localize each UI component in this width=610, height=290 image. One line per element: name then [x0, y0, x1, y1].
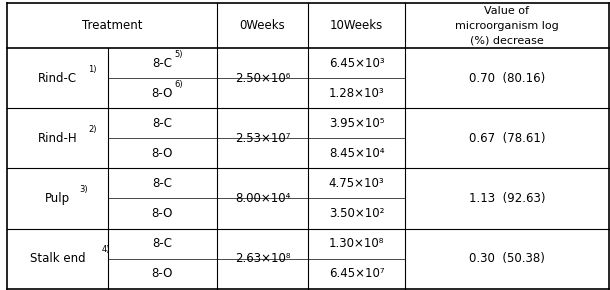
Text: Rind-H: Rind-H — [38, 132, 77, 145]
Text: 8-C: 8-C — [152, 177, 172, 190]
Text: 1): 1) — [88, 65, 96, 74]
Text: 2.50×10⁶: 2.50×10⁶ — [235, 72, 290, 85]
Text: 8-C: 8-C — [152, 237, 172, 250]
Text: 6.45×10³: 6.45×10³ — [329, 57, 384, 70]
Text: 8-O: 8-O — [152, 267, 173, 280]
Text: 8-O: 8-O — [152, 87, 173, 100]
Text: Stalk end: Stalk end — [30, 252, 85, 265]
Text: 3): 3) — [79, 185, 87, 194]
Text: 6): 6) — [174, 80, 183, 89]
Text: 6.45×10⁷: 6.45×10⁷ — [329, 267, 384, 280]
Text: 8-O: 8-O — [152, 207, 173, 220]
Text: 8.00×10⁴: 8.00×10⁴ — [235, 192, 290, 205]
Text: 3.50×10²: 3.50×10² — [329, 207, 384, 220]
Text: 1.28×10³: 1.28×10³ — [329, 87, 384, 100]
Text: 8-C: 8-C — [152, 57, 172, 70]
Text: 2.63×10⁸: 2.63×10⁸ — [235, 252, 290, 265]
Text: 2): 2) — [88, 125, 96, 134]
Text: 0Weeks: 0Weeks — [240, 19, 285, 32]
Text: Treatment: Treatment — [82, 19, 143, 32]
Text: 5): 5) — [174, 50, 183, 59]
Text: Value of
microorganism log
(%) decrease: Value of microorganism log (%) decrease — [455, 6, 559, 45]
Text: Pulp: Pulp — [45, 192, 70, 205]
Text: 4): 4) — [102, 245, 110, 254]
Text: 1.30×10⁸: 1.30×10⁸ — [329, 237, 384, 250]
Text: 0.30  (50.38): 0.30 (50.38) — [469, 252, 545, 265]
Text: 4.75×10³: 4.75×10³ — [329, 177, 384, 190]
Text: 0.70  (80.16): 0.70 (80.16) — [468, 72, 545, 85]
Text: 0.67  (78.61): 0.67 (78.61) — [468, 132, 545, 145]
Text: 8-O: 8-O — [152, 147, 173, 160]
Text: 2.53×10⁷: 2.53×10⁷ — [235, 132, 290, 145]
Text: Rind-C: Rind-C — [38, 72, 77, 85]
Text: 8.45×10⁴: 8.45×10⁴ — [329, 147, 384, 160]
Text: 10Weeks: 10Weeks — [330, 19, 383, 32]
Text: 3.95×10⁵: 3.95×10⁵ — [329, 117, 384, 130]
Text: 8-C: 8-C — [152, 117, 172, 130]
Text: 1.13  (92.63): 1.13 (92.63) — [468, 192, 545, 205]
